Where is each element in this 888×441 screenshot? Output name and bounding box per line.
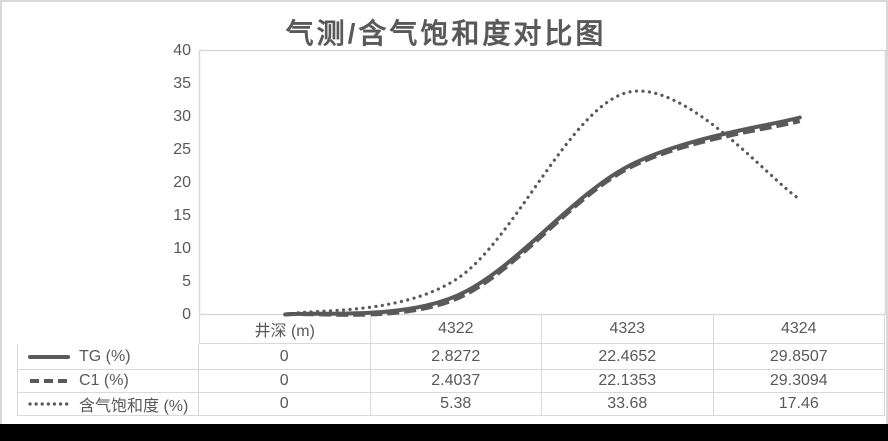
y-axis-label-30: 30 xyxy=(173,107,191,125)
table-value-cell-r1c3: 29.3094 xyxy=(713,370,885,393)
dashed-line-legend-icon xyxy=(30,379,68,383)
legend-item-1: C1 (%) xyxy=(17,370,199,393)
table-header-cell-3: 4324 xyxy=(713,315,885,344)
table-value-cell-r0c3: 29.8507 xyxy=(713,344,885,370)
bottom-black-bar xyxy=(0,424,888,441)
table-legend-spacer xyxy=(17,315,199,344)
table-header-cell-1: 4322 xyxy=(370,315,542,344)
y-axis-label-25: 25 xyxy=(173,140,191,158)
series-line-0 xyxy=(283,115,802,317)
table-value-cell-r1c0: 0 xyxy=(199,370,371,393)
table-value-cell-r2c1: 5.38 xyxy=(370,393,542,416)
y-axis-label-10: 10 xyxy=(173,239,191,257)
table-header-cell-0: 井深 (m) xyxy=(199,315,371,344)
y-axis-label-20: 20 xyxy=(173,173,191,191)
chart-title: 气测/含气饱和度对比图 xyxy=(285,18,607,49)
legend-label-1: C1 (%) xyxy=(79,372,129,389)
series-line-1 xyxy=(285,119,801,317)
series-line-2 xyxy=(283,89,802,317)
plot-border xyxy=(198,49,887,316)
table-value-cell-r0c1: 2.8272 xyxy=(370,344,542,370)
dotted-line-legend-icon xyxy=(28,402,70,406)
table-value-cell-r2c2: 33.68 xyxy=(542,393,714,416)
legend-label-0: TG (%) xyxy=(79,347,131,365)
table-value-cell-r2c3: 17.46 xyxy=(713,393,885,416)
y-axis-label-35: 35 xyxy=(173,74,191,92)
table-header-cell-2: 4323 xyxy=(542,315,714,344)
table-value-cell-r0c2: 22.4652 xyxy=(542,344,714,370)
table-value-cell-r1c1: 2.4037 xyxy=(370,370,542,393)
legend-item-0: TG (%) xyxy=(17,344,199,370)
legend-label-2: 含气饱和度 (%) xyxy=(79,398,189,415)
y-axis-label-0: 0 xyxy=(182,305,191,323)
y-axis-label-5: 5 xyxy=(182,272,191,290)
table-value-cell-r0c0: 0 xyxy=(199,344,371,370)
plot-area xyxy=(198,49,887,317)
y-axis-label-40: 40 xyxy=(173,41,191,59)
table-value-cell-r2c0: 0 xyxy=(199,393,371,416)
data-table: 井深 (m) 4322 4323 4324 TG (%) 0 2.8272 22.4652 29… xyxy=(17,315,885,416)
table-value-cell-r1c2: 22.1353 xyxy=(542,370,714,393)
legend-item-2: 含气饱和度 (%) xyxy=(17,393,199,416)
chart-object[interactable]: 气测/含气饱和度对比图 40 35 30 25 20 15 10 5 0 井深 (m) 4322 4… xyxy=(0,0,888,426)
solid-line-legend-icon xyxy=(28,354,70,359)
y-axis-label-15: 15 xyxy=(173,206,191,224)
